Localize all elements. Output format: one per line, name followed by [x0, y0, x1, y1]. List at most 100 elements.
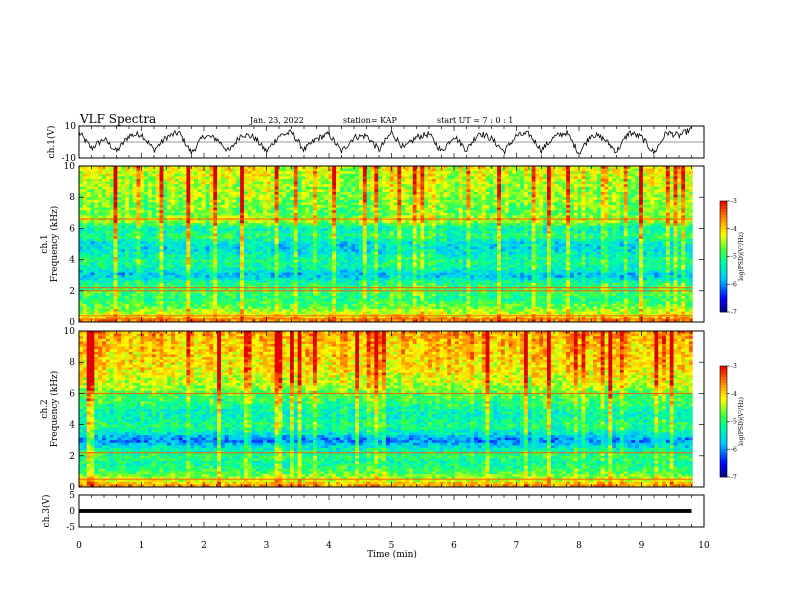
ch1-spectrogram-cell [278, 233, 283, 237]
ch1-spectrogram-cell [420, 186, 425, 190]
ch1-spectrogram-cell [98, 220, 103, 224]
ch1-spectrogram-cell [516, 225, 521, 229]
ch1-spectrogram-cell [224, 205, 229, 208]
ch1-spectrogram-cell [312, 166, 318, 169]
ch1-spectrogram-cell [136, 215, 141, 219]
ch1-spectrogram-cell [128, 223, 134, 227]
ch1-spectrogram-cell [328, 179, 333, 182]
ch1-spectrogram-cell [665, 184, 671, 188]
ch1-spectrogram-cell [270, 168, 275, 172]
ch1-spectrogram-cell [512, 205, 517, 208]
ch1-spectrogram-cell [623, 212, 628, 216]
ch1-spectrogram-cell [182, 231, 187, 234]
ch1-spectrogram-cell [79, 199, 84, 203]
ch1-spectrogram-cell [220, 233, 226, 237]
ch1-spectrogram-cell [351, 179, 356, 182]
ch1-spectrogram-cell [642, 215, 648, 219]
ch1-spectrogram-cell [182, 171, 187, 175]
ch1-spectrogram-cell [270, 194, 275, 198]
ch1-spectrogram-cell [570, 238, 575, 242]
ch1-spectrogram-cell [217, 176, 222, 180]
ch1-spectrogram-cell [493, 168, 498, 172]
ch1-spectrogram-cell [462, 192, 467, 195]
ch1-spectrogram-cell [654, 186, 659, 190]
ch1-spectrogram-cell [255, 220, 260, 224]
ch1-spectrogram-cell [155, 189, 160, 193]
ch1-spectrogram-cell [466, 220, 471, 224]
ch1-spectrogram-cell [504, 228, 509, 232]
ch1-spectrogram-cell [121, 231, 126, 234]
ch1-spectrogram-cell [117, 231, 122, 234]
ch1-spectrogram-cell [178, 207, 183, 211]
ch1-spectrogram-cell [309, 231, 314, 234]
ch1-spectrogram-cell [359, 228, 364, 232]
ch1-spectrogram-cell [182, 233, 187, 237]
ch1-spectrogram-cell [485, 205, 490, 208]
ch1-spectrogram-cell [197, 210, 203, 214]
ch1-spectrogram-cell [320, 176, 325, 180]
ch1-spectrogram-cell [293, 231, 298, 234]
ch1-spectrogram-cell [500, 212, 506, 216]
ch1-spectrogram-cell [220, 244, 226, 247]
ch1-spectrogram-cell [385, 215, 391, 219]
ch1-spectrogram-cell [328, 231, 333, 234]
ch1-spectrogram-cell [98, 194, 103, 198]
ch1-spectrogram-cell [259, 220, 264, 224]
ch1-spectrogram-cell [259, 184, 264, 188]
ch1-spectrogram-cell [669, 233, 674, 237]
ch1-spectrogram-cell [650, 168, 655, 172]
ch1-spectrogram-cell [297, 244, 302, 247]
ch1-spectrogram-cell [332, 184, 337, 188]
ch1-spectrogram-cell [224, 184, 229, 188]
ch1-spectrogram-cell [397, 212, 402, 216]
ch1-spectrogram-cell [163, 166, 168, 169]
ch1-spectrogram-cell [566, 179, 571, 182]
ch1-spectrogram-cell [278, 168, 283, 172]
ch1-spectrogram-cell [305, 189, 310, 193]
ch1-spectrogram-cell [347, 236, 352, 240]
ch1-spectrogram-cell [635, 231, 640, 234]
ch1-spectrogram-cell [416, 210, 421, 214]
ch1-spectrogram-cell [585, 184, 590, 188]
ch1-spectrogram-cell [546, 194, 552, 198]
ch1-spectrogram-cell [570, 192, 575, 195]
ch1-spectrogram-cell [94, 231, 99, 234]
ch1-spectrogram-cell [320, 210, 325, 214]
ch1-spectrogram-cell [543, 225, 548, 229]
ch1-spectrogram-cell [79, 212, 84, 216]
ch1-spectrogram-cell [600, 212, 605, 216]
ch1-spectrogram-cell [539, 241, 544, 245]
ch1-spectrogram-cell [688, 184, 694, 188]
ch1-spectrogram-cell [474, 173, 479, 177]
ch1-spectrogram-cell [240, 207, 245, 211]
ch1-spectrogram-cell [635, 166, 640, 169]
ch1-spectrogram-cell [274, 225, 279, 229]
ch1-spectrogram-cell [685, 228, 690, 232]
ch1-spectrogram-cell [316, 205, 321, 208]
ch1-spectrogram-cell [546, 238, 552, 242]
ch1-spectrogram-cell [251, 210, 256, 214]
ch1-spectrogram-cell [654, 184, 659, 188]
ch1-spectrogram-cell [201, 212, 206, 216]
ch1-spectrogram-cell [543, 171, 548, 175]
ch1-spectrogram-cell [654, 228, 659, 232]
ch1-spectrogram-cell [370, 179, 375, 182]
ch1-spectrogram-cell [228, 194, 233, 198]
ch1-spectrogram-cell [504, 202, 509, 206]
ch1-spectrogram-cell [477, 223, 483, 227]
ch1-spectrogram-cell [228, 173, 233, 177]
ch1-spectrogram-cell [205, 173, 210, 177]
ch1-spectrogram-cell [443, 238, 448, 242]
ch1-spectrogram-cell [677, 179, 682, 182]
ch1-spectrogram-cell [662, 238, 667, 242]
ch1-spectrogram-cell [635, 199, 640, 203]
ch1-spectrogram-cell [531, 202, 536, 206]
ch1-spectrogram-cell [151, 220, 157, 224]
ch1-spectrogram-cell [247, 186, 252, 190]
ch1-spectrogram-cell [328, 171, 333, 175]
ch1-spectrogram-cell [389, 173, 394, 177]
ch1-spectrogram-cell [366, 171, 371, 175]
ch1-spectrogram-cell [136, 228, 141, 232]
ch1-spectrogram-cell [136, 238, 141, 242]
ch1-spectrogram-cell [646, 189, 651, 193]
